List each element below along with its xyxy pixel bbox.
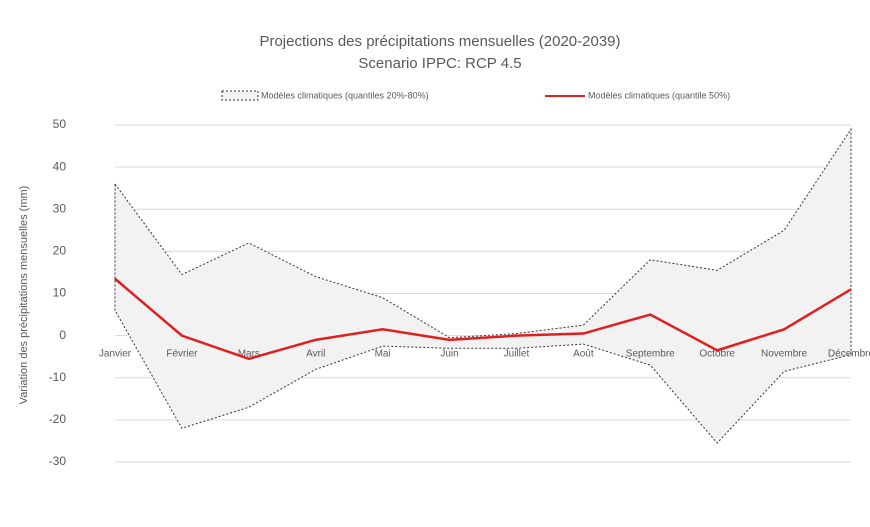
y-tick-label: -30 xyxy=(49,454,67,468)
x-tick-label: Mai xyxy=(375,348,391,359)
median-line xyxy=(114,277,852,361)
y-tick-label: 10 xyxy=(53,286,67,300)
x-tick-label: Janvier xyxy=(99,348,132,359)
legend-label: Modèles climatiques (quantiles 20%-80%) xyxy=(261,90,429,100)
y-axis-label: Variation des précipitations mensuelles … xyxy=(18,186,30,405)
x-tick-label: Mars xyxy=(238,348,260,359)
x-tick-label: Avril xyxy=(306,348,325,359)
y-tick-label: 20 xyxy=(53,244,67,258)
x-tick-label: Juin xyxy=(440,348,458,359)
x-tick-label: Juillet xyxy=(504,348,530,359)
x-tick-label: Août xyxy=(573,348,594,359)
y-tick-label: 30 xyxy=(53,201,67,215)
band-area xyxy=(114,127,852,444)
y-tick-label: 50 xyxy=(53,117,67,131)
y-tick-label: -20 xyxy=(49,412,67,426)
y-tick-label: -10 xyxy=(49,370,67,384)
chart-subtitle: Scenario IPPC: RCP 4.5 xyxy=(358,55,521,72)
y-tick-label: 0 xyxy=(59,328,66,342)
x-tick-label: Novembre xyxy=(761,348,808,359)
legend-label: Modèles climatiques (quantile 50%) xyxy=(588,90,730,100)
chart-title: Projections des précipitations mensuelle… xyxy=(259,33,620,50)
y-tick-label: 40 xyxy=(53,159,67,173)
x-tick-label: Septembre xyxy=(626,348,675,359)
x-tick-label: Février xyxy=(166,348,198,359)
x-tick-label: Décembre xyxy=(828,348,870,359)
legend-swatch-band xyxy=(221,90,259,101)
x-tick-label: Octobre xyxy=(699,348,735,359)
